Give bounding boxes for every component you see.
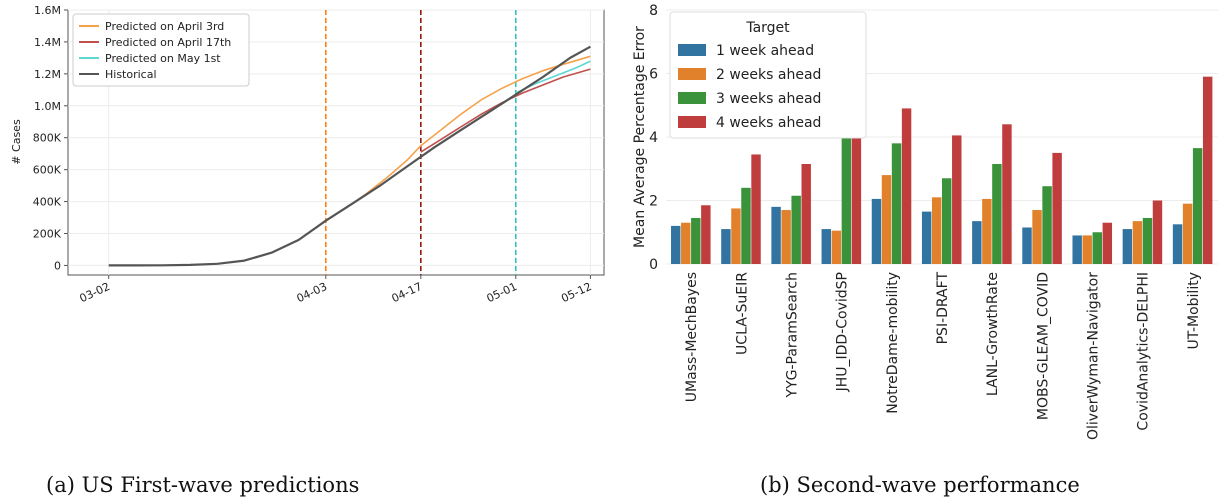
legend-label: Predicted on May 1st [105,52,221,65]
bar [1152,200,1163,264]
legend-box [72,13,250,87]
bar [1002,124,1012,264]
bar [731,208,741,264]
legend-title: Target [745,20,790,36]
bar [1032,210,1042,264]
bar [881,175,892,264]
bar [1122,229,1133,264]
bar [1022,227,1032,264]
bar [1052,152,1062,265]
x-tick-label: 05-01 [485,280,519,305]
x-tick-label: JHU_IDD-CovidSP [835,272,851,392]
x-tick-label: PSI-DRAFT [935,272,951,345]
legend-swatch [678,92,706,104]
legend-label: Predicted on April 3rd [105,20,224,33]
bar [1202,76,1213,264]
bar [1142,217,1153,264]
x-tick-label: NotreDame-mobility [885,272,901,414]
bar [851,13,862,265]
line-chart-panel: 0 200K 400K 600K 800K 1.0M 1.2M 1.4M 1.6M 03-02 0… [10,4,605,497]
x-tick-label: UMass-MechBayes [684,272,700,402]
x-tick-label: MOBS-GLEAM_COVID [1035,272,1051,420]
y-axis-label: Mean Average Percentage Error [632,26,648,248]
y-axis-label: # Cases [10,119,23,165]
x-tick-label: 05-12 [559,280,593,305]
bar [701,205,711,264]
bar [841,130,852,264]
legend-box [669,11,867,139]
bar [901,108,912,264]
bar [681,222,691,264]
bar [1172,224,1183,264]
x-tick-label: UT-Mobility [1186,272,1202,350]
bar [992,163,1002,264]
bar [891,143,902,264]
bar [952,135,962,264]
bar [801,163,811,264]
y-tick-label: 200K [33,227,62,240]
bar [781,210,791,264]
legend-label: Predicted on April 17th [105,36,231,49]
series-line [108,45,591,267]
bar [741,187,751,264]
y-tick-label: 8 [649,3,658,19]
bar-chart-panel: 0 2 4 6 8 UMass-MechBayes UCLA-SuEIR YYG-Param… [632,3,1218,497]
y-tick-label: 400K [33,196,62,209]
x-tick-label: YYG-ParamSearch [784,272,800,398]
bar [921,211,932,264]
caption-b: (b) Second-wave performance [760,473,1080,497]
legend-a: Predicted on April 3rd Predicted on April… [72,13,250,87]
legend-swatch [678,68,706,80]
y-tick-label: 800K [33,132,62,145]
x-tick-label: 04-03 [295,280,329,305]
bar [1132,221,1143,264]
bar [691,217,701,264]
x-tick-label: CovidAnalytics-DELPHI [1136,272,1152,431]
bar [931,197,942,264]
bar [791,195,801,264]
legend-label: 2 weeks ahead [716,67,821,83]
bar [942,178,952,264]
bar [1182,203,1193,264]
legend-label: 3 weeks ahead [716,91,821,107]
bar [821,229,831,264]
y-tick-label: 1.0M [34,100,61,113]
legend-label: Historical [105,68,157,81]
bar [1102,222,1113,264]
bar [671,225,681,264]
caption-a: (a) US First-wave predictions [46,473,359,497]
x-tick-label: LANL-GrowthRate [985,272,1001,396]
y-tick-label: 2 [649,194,658,210]
y-tick-label: 600K [33,164,62,177]
y-tick-label: 4 [649,130,658,146]
y-tick-label: 1.2M [34,68,61,81]
bar [1082,235,1092,264]
x-tick-label: 04-17 [390,280,424,305]
legend-swatch [678,116,706,128]
bar [871,198,882,264]
bar [1192,148,1203,264]
y-tick-label: 0 [54,259,61,272]
bar [972,221,982,264]
x-tick-label: UCLA-SuEIR [734,272,750,355]
y-tick-label: 0 [649,257,658,273]
x-tick-label: OliverWyman-Navigator [1086,272,1102,440]
y-tick-label: 6 [649,67,658,83]
bar [1042,186,1052,264]
bar [751,154,761,264]
y-tick-label: 1.4M [34,36,61,49]
legend-b: Target 1 week ahead 2 weeks ahead 3 weeks a… [669,11,867,139]
bar [831,230,842,264]
legend-label: 1 week ahead [716,43,814,59]
bar [1092,232,1102,264]
bar [1072,235,1082,264]
y-tick-label: 1.6M [34,4,61,17]
bar [982,198,992,264]
legend-swatch [678,44,706,56]
x-tick-label: 03-02 [78,280,112,305]
legend-label: 4 weeks ahead [716,115,821,131]
bar [771,206,781,264]
bar [721,229,731,264]
